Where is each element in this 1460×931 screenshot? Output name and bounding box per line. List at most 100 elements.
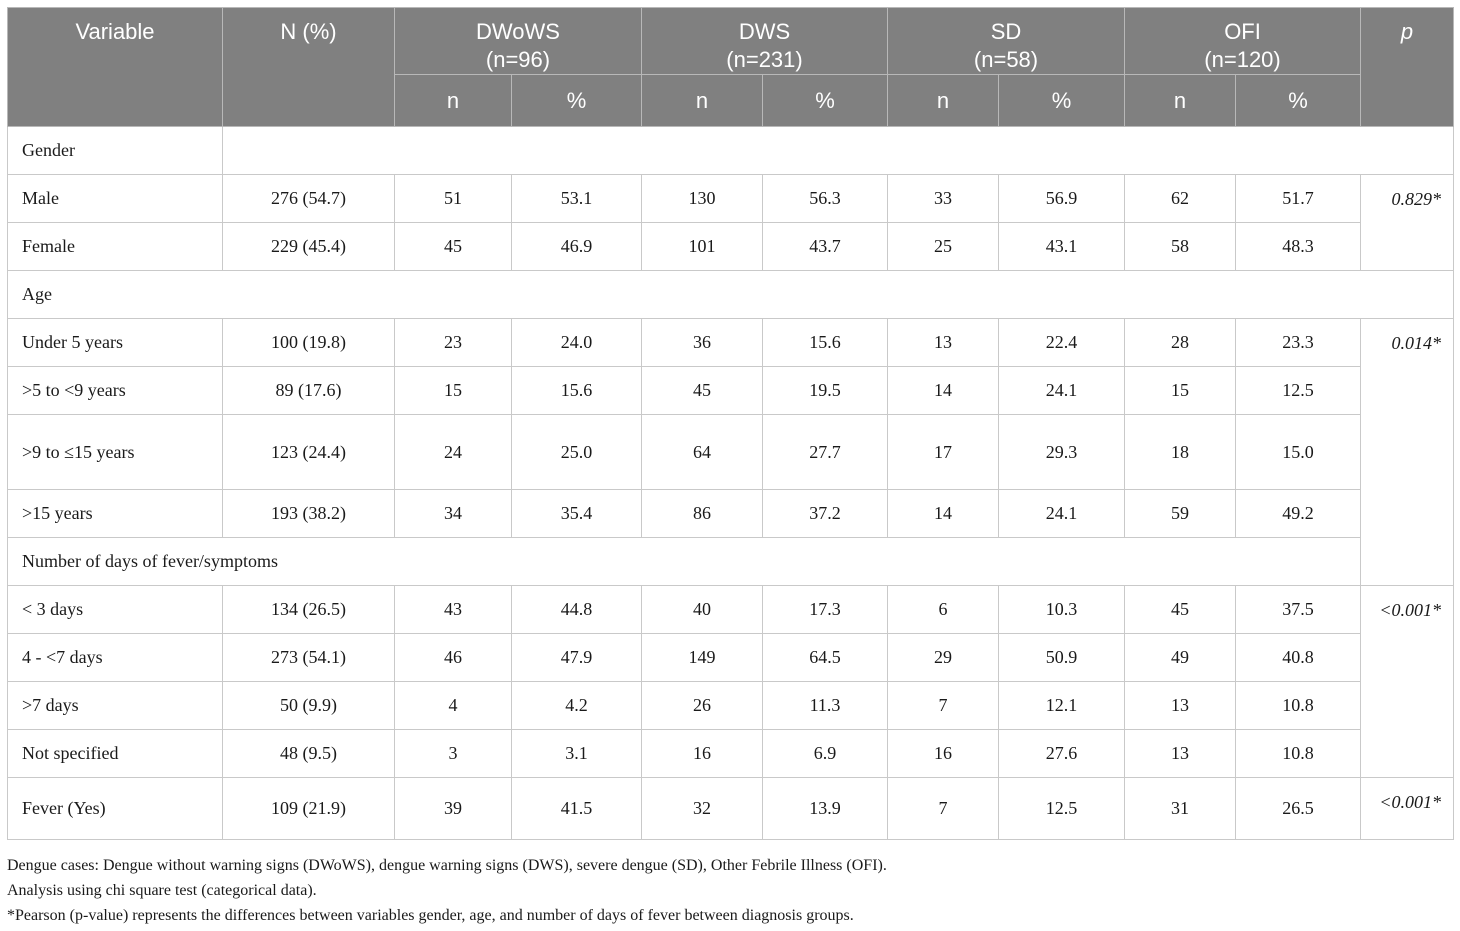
table-header: Variable N (%) DWoWS (n=96) DWS (n=231) SD… (7, 7, 1455, 127)
table-row: Fever (Yes) 109 (21.9) 39 41.5 32 13.9 7 12.5 31… (7, 777, 1455, 840)
cell-count: 45 (394, 222, 512, 271)
cell-count: 39 (394, 777, 512, 840)
cell-count: 6 (887, 585, 1000, 634)
cell-percent: 48.3 (1235, 222, 1362, 271)
cell-total: 89 (17.6) (222, 366, 395, 415)
table-body: Gender Male 276 (54.7) 51 53.1 130 56.3 33 56.9… (6, 126, 1455, 840)
cell-total: 134 (26.5) (222, 585, 395, 634)
cell-percent: 56.9 (998, 174, 1126, 223)
cell-count: 36 (641, 318, 763, 367)
sub-header-pct: % (1235, 74, 1362, 127)
row-label: >9 to ≤15 years (7, 414, 223, 490)
sub-header-pct: % (998, 74, 1126, 127)
footnote: *Pearson (p-value) represents the differ… (7, 907, 854, 924)
row-label: Female (7, 222, 223, 271)
cell-count: 51 (394, 174, 512, 223)
cell-count: 14 (887, 489, 1000, 538)
cell-count: 3 (394, 729, 512, 778)
cell-total: 193 (38.2) (222, 489, 395, 538)
cell-count: 101 (641, 222, 763, 271)
cell-count: 49 (1124, 633, 1237, 682)
cell-percent: 37.2 (761, 489, 889, 538)
table-row: Female 229 (45.4) 45 46.9 101 43.7 25 43.1 58 48.… (7, 222, 1454, 271)
cell-count: 16 (641, 729, 763, 778)
cell-count: 7 (887, 681, 1000, 730)
sub-header-pct: % (761, 74, 889, 127)
row-label: Fever (Yes) (7, 777, 223, 840)
cell-percent: 27.6 (998, 729, 1126, 778)
cell-percent: 6.9 (761, 729, 889, 778)
cell-count: 13 (1124, 729, 1237, 778)
cell-count: 34 (394, 489, 512, 538)
cell-percent: 4.2 (511, 681, 642, 730)
cell-percent: 27.7 (761, 414, 889, 490)
cell-count: 25 (887, 222, 1000, 271)
row-label: >15 years (7, 489, 223, 538)
cell-percent: 51.7 (1235, 174, 1362, 223)
cell-count: 18 (1124, 414, 1237, 490)
cell-percent: 15.6 (511, 366, 642, 415)
cell-count: 17 (887, 414, 1000, 490)
footnote: Dengue cases: Dengue without warning sig… (7, 857, 887, 874)
cell-count: 14 (887, 366, 1000, 415)
cell-count: 149 (641, 633, 763, 682)
cell-percent: 64.5 (761, 633, 889, 682)
cell-percent: 22.4 (998, 318, 1126, 367)
cell-percent: 23.3 (1235, 318, 1362, 367)
cell-count: 31 (1124, 777, 1237, 840)
section-row-age: Age (6, 270, 1455, 319)
cell-count: 15 (1124, 366, 1237, 415)
row-label: < 3 days (7, 585, 223, 634)
cell-count: 45 (641, 366, 763, 415)
col-header-sd: SD (n=58) (887, 7, 1126, 75)
row-label: Male (7, 174, 223, 223)
table-row: < 3 days 134 (26.5) 43 44.8 40 17.3 6 10.3 45 37.… (7, 585, 1455, 778)
row-label: 4 - <7 days (7, 633, 223, 682)
cell-percent: 13.9 (761, 777, 889, 840)
col-header-p: p (1360, 7, 1455, 127)
cell-percent: 26.5 (1235, 777, 1362, 840)
cell-total: 123 (24.4) (222, 414, 395, 490)
cell-count: 7 (887, 777, 1000, 840)
section-label: Gender (7, 126, 223, 175)
col-header-dwows: DWoWS (n=96) (394, 7, 642, 75)
footnote: Analysis using chi square test (categori… (7, 882, 317, 899)
p-value-cell: 0.014* (1360, 318, 1455, 586)
cell-count: 58 (1124, 222, 1237, 271)
cell-count: 16 (887, 729, 1000, 778)
table-row: Male 276 (54.7) 51 53.1 130 56.3 33 56.9 62 51.7 0… (7, 174, 1455, 271)
cell-total: 229 (45.4) (222, 222, 395, 271)
section-row-gender: Gender (7, 126, 1455, 175)
section-spacer (221, 126, 1455, 175)
col-header-dws: DWS (n=231) (640, 7, 889, 75)
cell-percent: 50.9 (998, 633, 1126, 682)
cell-percent: 24.1 (998, 366, 1126, 415)
cell-percent: 47.9 (511, 633, 642, 682)
p-value-cell: <0.001* (1360, 777, 1455, 840)
row-label: Under 5 years (7, 318, 223, 367)
cell-total: 50 (9.9) (222, 681, 395, 730)
col-header-n-pct: N (%) (222, 7, 395, 127)
cell-percent: 25.0 (511, 414, 642, 490)
cell-percent: 10.3 (998, 585, 1126, 634)
row-label: Not specified (7, 729, 223, 778)
table-row: >9 to ≤15 years 123 (24.4) 24 25.0 64 27.7 17 2… (7, 414, 1454, 490)
cell-count: 64 (641, 414, 763, 490)
sub-header-pct: % (511, 74, 642, 127)
cell-count: 130 (641, 174, 763, 223)
table-row: Not specified 48 (9.5) 3 3.1 16 6.9 16 27.6 13 10… (7, 729, 1454, 778)
results-table: Variable N (%) DWoWS (n=96) DWS (n=231) SD… (6, 7, 1455, 840)
cell-percent: 46.9 (511, 222, 642, 271)
cell-count: 62 (1124, 174, 1237, 223)
row-label: >7 days (7, 681, 223, 730)
section-label: Age (6, 270, 1455, 319)
footnotes: Dengue cases: Dengue without warning sig… (7, 853, 887, 928)
cell-count: 15 (394, 366, 512, 415)
cell-count: 13 (1124, 681, 1237, 730)
cell-total: 273 (54.1) (222, 633, 395, 682)
sub-header-n: n (641, 74, 763, 127)
cell-count: 4 (394, 681, 512, 730)
cell-count: 45 (1124, 585, 1237, 634)
cell-count: 26 (641, 681, 763, 730)
section-label: Number of days of fever/symptoms (6, 537, 1362, 586)
